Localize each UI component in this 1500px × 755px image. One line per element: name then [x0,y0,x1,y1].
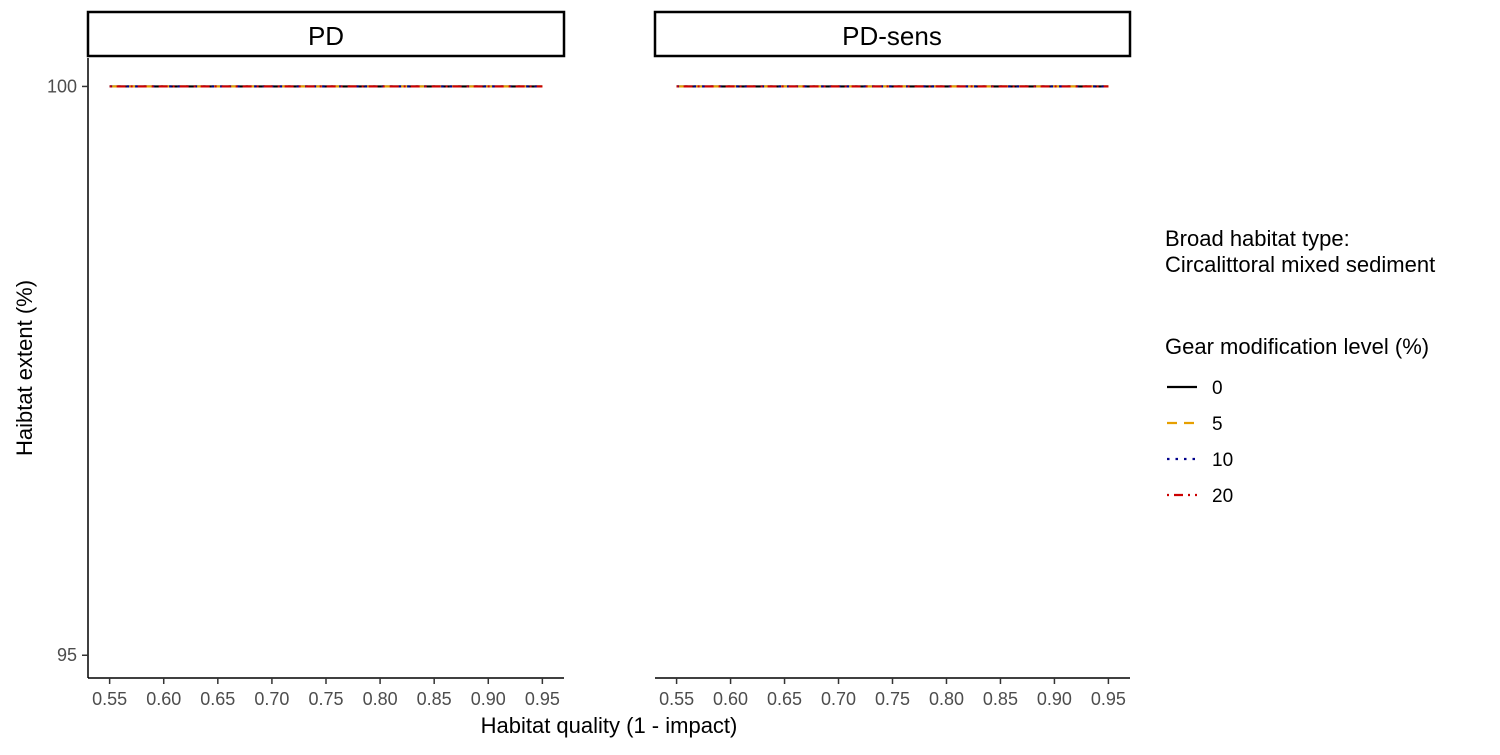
x-tick-label: 0.75 [875,689,910,709]
x-tick-label: 0.85 [983,689,1018,709]
x-tick-label: 0.70 [821,689,856,709]
x-tick-label: 0.75 [308,689,343,709]
x-axis-title: Habitat quality (1 - impact) [481,713,738,738]
panel-title-pd: PD [308,21,344,51]
x-tick-label: 0.65 [200,689,235,709]
x-tick-label: 0.60 [713,689,748,709]
x-tick-label: 0.65 [767,689,802,709]
y-axis-title: Haibtat extent (%) [12,280,37,456]
legend-key-label-10: 10 [1212,450,1233,471]
panel-strip-pd: PD [86,10,566,58]
legend-key-label-0: 0 [1212,378,1223,399]
legend-title: Gear modification level (%) [1165,334,1429,359]
legend-key-label-20: 20 [1212,486,1233,507]
panel-strip-pd-sens: PD-sens [653,10,1132,58]
legend-keys: 0 5 10 20 [1167,378,1233,507]
x-tick-label: 0.95 [1091,689,1126,709]
x-tick-label: 0.80 [363,689,398,709]
y-axis-ticks: 100 95 [47,76,88,665]
x-tick-label: 0.85 [417,689,452,709]
x-tick-label: 0.60 [146,689,181,709]
legend-subtitle-line2: Circalittoral mixed sediment [1165,252,1435,277]
x-tick-label: 0.90 [1037,689,1072,709]
x-tick-label: 0.80 [929,689,964,709]
x-tick-label: 0.90 [471,689,506,709]
legend-key-label-5: 5 [1212,414,1223,435]
x-tick-label: 0.70 [254,689,289,709]
x-tick-label: 0.55 [659,689,694,709]
x-axis-ticks: 0.55 0.60 0.65 0.70 0.75 0.80 0.85 0.90 0.95 0.55… [92,678,1126,709]
legend: Broad habitat type: Circalittoral mixed … [1165,226,1435,507]
x-tick-label: 0.95 [525,689,560,709]
y-tick-label: 95 [57,645,77,665]
panel-title-pd-sens: PD-sens [842,21,942,51]
x-tick-label: 0.55 [92,689,127,709]
y-tick-label: 100 [47,76,77,96]
legend-subtitle-line1: Broad habitat type: [1165,226,1350,251]
